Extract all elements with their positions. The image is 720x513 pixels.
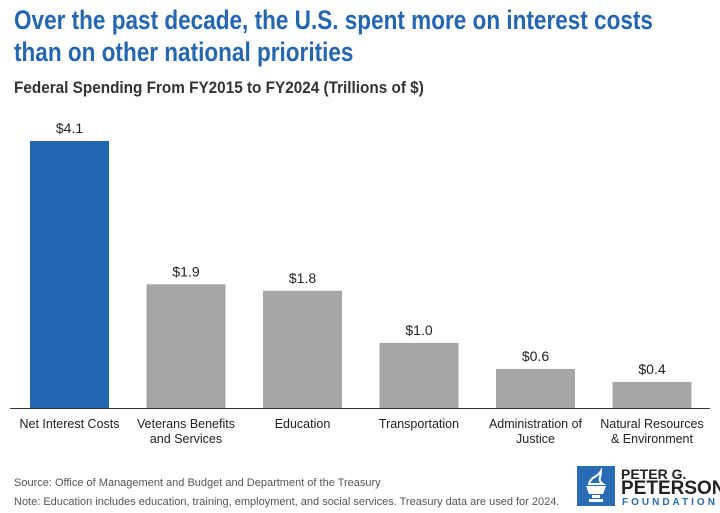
bar [496,368,575,408]
peterson-foundation-logo: PETER G. PETERSON FOUNDATION [577,466,720,508]
chart-subtitle: Federal Spending From FY2015 to FY2024 (… [14,78,424,97]
data-label: $0.4 [638,361,665,377]
bar-chart: $4.1 Net Interest Costs $1.9 Veterans Benef… [10,120,710,446]
category-label: Natural Resources [600,417,704,431]
footnote: Note: Education includes education, trai… [14,496,560,508]
source-note: Source: Office of Management and Budget … [14,477,381,489]
bar [30,141,109,408]
logo-line3: FOUNDATION [622,497,718,508]
torch-icon [577,466,615,506]
logo-line1: PETER G. [621,466,687,482]
category-label: Net Interest Costs [19,417,119,431]
category-label: and Services [150,432,222,446]
data-label: $1.0 [405,322,432,338]
data-label: $0.6 [522,348,549,364]
category-label: & Environment [611,432,694,446]
category-label: Veterans Benefits [137,417,235,431]
category-label: Justice [516,432,555,446]
bar [263,290,342,408]
category-label: Administration of [489,417,583,431]
bar [612,381,692,408]
chart-title: Over the past decade, the U.S. spent mor… [14,5,653,67]
bar [146,284,226,408]
data-label: $4.1 [56,120,83,136]
category-label: Education [275,417,331,431]
data-label: $1.8 [289,270,316,286]
data-label: $1.9 [172,263,199,279]
bar [379,342,459,408]
category-label: Transportation [379,417,459,431]
logo-line2: PETERSON [621,478,720,499]
